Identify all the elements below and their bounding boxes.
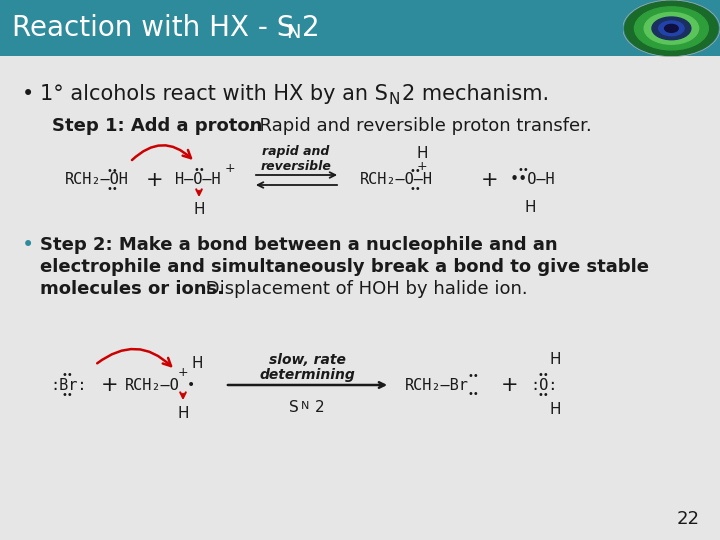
Text: ••: •• <box>193 165 205 175</box>
Text: H: H <box>193 202 204 218</box>
Text: rapid and: rapid and <box>262 145 330 159</box>
Circle shape <box>644 12 698 44</box>
Text: ••: •• <box>537 370 549 380</box>
Text: 2: 2 <box>315 400 325 415</box>
Text: Step 2: Make a bond between a nucleophile and an: Step 2: Make a bond between a nucleophil… <box>40 236 557 254</box>
Text: N: N <box>389 91 400 106</box>
Text: RCH₂–O–H: RCH₂–O–H <box>360 172 433 187</box>
Text: +: + <box>501 375 519 395</box>
Text: H: H <box>524 200 536 215</box>
Text: Reaction with HX - S: Reaction with HX - S <box>12 14 294 42</box>
Text: ••: •• <box>517 165 529 175</box>
Text: N: N <box>286 24 300 43</box>
Text: :O:: :O: <box>530 377 557 393</box>
Text: +: + <box>178 366 189 379</box>
Text: •: • <box>22 235 35 255</box>
Text: ••: •• <box>537 390 549 400</box>
Circle shape <box>625 1 718 56</box>
Text: RCH₂–O: RCH₂–O <box>125 377 180 393</box>
Circle shape <box>634 7 708 50</box>
Text: S: S <box>289 400 299 415</box>
Text: •: • <box>187 378 195 392</box>
Text: ••: •• <box>61 370 73 380</box>
Text: Displacement of HOH by halide ion.: Displacement of HOH by halide ion. <box>200 280 528 298</box>
Text: ••O–H: ••O–H <box>510 172 556 187</box>
Text: RCH₂–OH: RCH₂–OH <box>65 172 129 187</box>
Text: H: H <box>549 353 561 368</box>
Text: ••: •• <box>409 166 421 176</box>
Text: ••: •• <box>106 166 118 176</box>
Text: 22: 22 <box>677 510 700 528</box>
Text: +: + <box>417 160 427 173</box>
Text: +: + <box>146 170 164 190</box>
FancyArrowPatch shape <box>132 145 191 160</box>
Circle shape <box>652 17 691 40</box>
Text: H: H <box>549 402 561 417</box>
Text: ••: •• <box>409 184 421 194</box>
Text: molecules or ions.: molecules or ions. <box>40 280 224 298</box>
Text: Step 1: Add a proton: Step 1: Add a proton <box>52 117 262 135</box>
Text: :Br:: :Br: <box>50 377 86 393</box>
FancyArrowPatch shape <box>97 349 171 366</box>
Circle shape <box>665 24 678 32</box>
Text: 2 mechanism.: 2 mechanism. <box>402 84 549 104</box>
Text: electrophile and simultaneously break a bond to give stable: electrophile and simultaneously break a … <box>40 258 649 276</box>
Text: slow, rate: slow, rate <box>269 353 346 367</box>
Circle shape <box>659 21 684 36</box>
Text: 1° alcohols react with HX by an S: 1° alcohols react with HX by an S <box>40 84 388 104</box>
Text: . Rapid and reversible proton transfer.: . Rapid and reversible proton transfer. <box>248 117 592 135</box>
Text: ••: •• <box>61 390 73 400</box>
Text: +: + <box>481 170 499 190</box>
Text: ••: •• <box>467 371 479 381</box>
Text: RCH₂–Br: RCH₂–Br <box>405 377 469 393</box>
Text: 2: 2 <box>302 14 320 42</box>
Text: H–O–H: H–O–H <box>175 172 220 187</box>
Text: •: • <box>22 84 35 104</box>
Text: ••: •• <box>106 184 118 194</box>
Text: +: + <box>102 375 119 395</box>
Text: H: H <box>177 406 189 421</box>
Text: H: H <box>416 146 428 161</box>
Bar <box>0 0 720 56</box>
Text: H: H <box>192 355 203 370</box>
Text: reversible: reversible <box>261 159 331 172</box>
Text: N: N <box>301 401 310 411</box>
Text: +: + <box>225 161 235 174</box>
Text: ••: •• <box>467 389 479 399</box>
Text: determining: determining <box>259 368 355 382</box>
